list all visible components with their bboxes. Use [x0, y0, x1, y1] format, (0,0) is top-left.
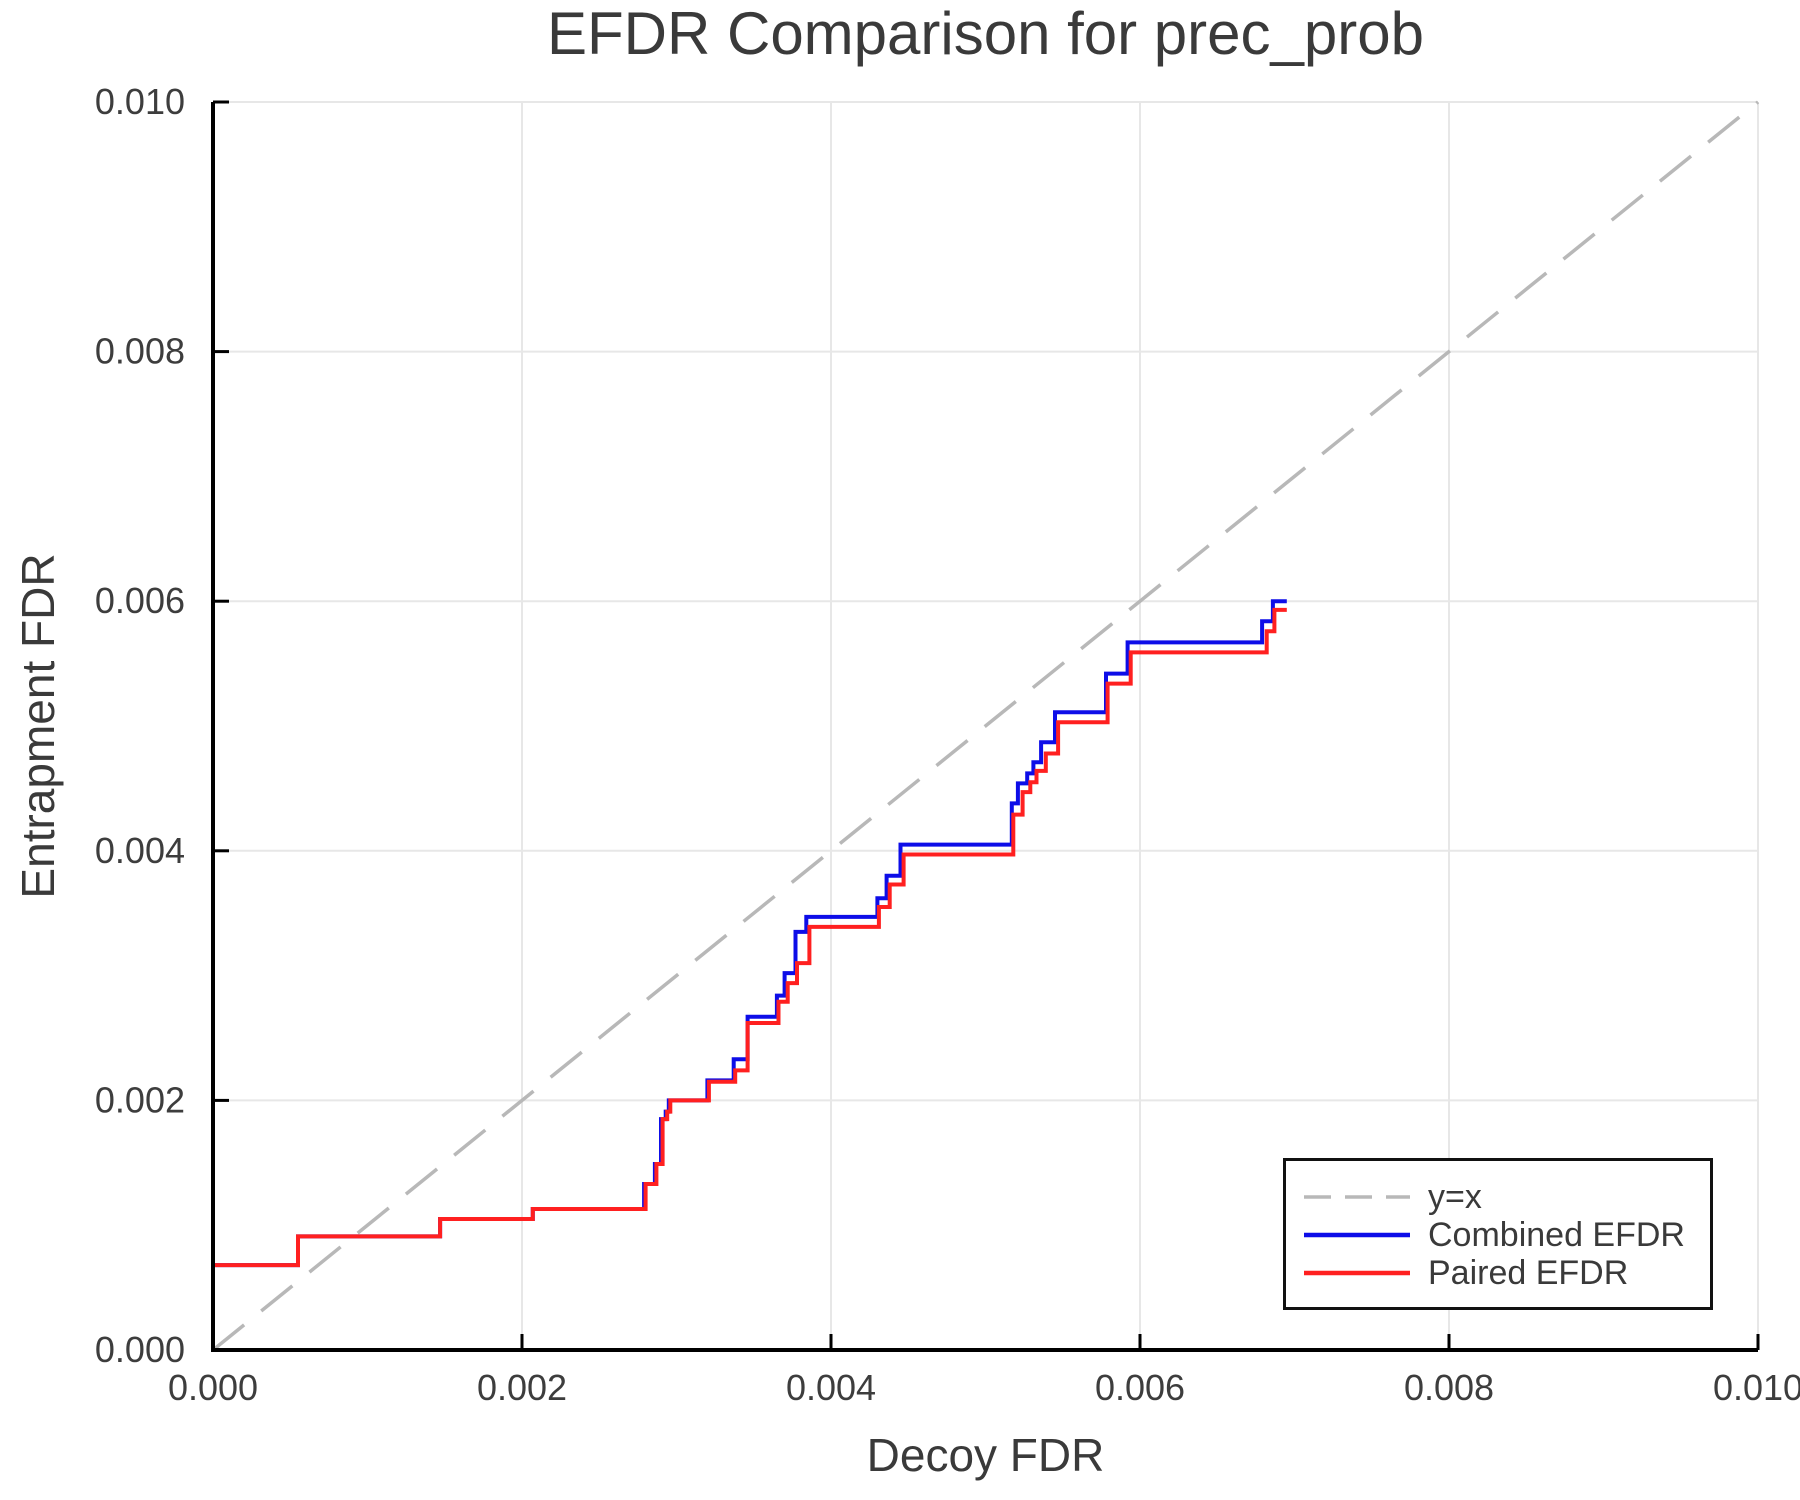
axes-spines-ticks — [211, 100, 1760, 1352]
series-curves — [211, 599, 1287, 1316]
y-tick-label: 0.006 — [95, 580, 185, 621]
tick-labels: 0.000 0.002 0.004 0.006 0.008 0.010 0.000 0.002… — [95, 81, 1800, 1408]
legend: y=x Combined EFDR Paired EFDR — [1283, 1158, 1713, 1310]
yx-dashed-line-sample — [1304, 1195, 1410, 1199]
x-tick-label: 0.004 — [786, 1367, 876, 1408]
legend-label-paired-efdr: Paired EFDR — [1428, 1253, 1629, 1292]
x-tick-label: 0.000 — [168, 1367, 258, 1408]
identity-reference-line — [211, 100, 1760, 1352]
paired-efdr-curve — [211, 607, 1287, 1316]
legend-label-yx: y=x — [1428, 1177, 1482, 1216]
combined-efdr-curve — [211, 599, 1287, 1316]
y-tick-label: 0.008 — [95, 331, 185, 372]
x-tick-label: 0.010 — [1713, 1367, 1800, 1408]
y-equals-x-line — [211, 100, 1760, 1352]
y-axis-label: Entrapment FDR — [12, 553, 64, 899]
x-tick-label: 0.002 — [477, 1367, 567, 1408]
legend-item-paired-efdr: Paired EFDR — [1302, 1254, 1710, 1292]
legend-item-yx: y=x — [1302, 1178, 1710, 1216]
x-axis-label: Decoy FDR — [866, 1429, 1105, 1481]
y-tick-label: 0.002 — [95, 1079, 185, 1120]
y-tick-label: 0.010 — [95, 81, 185, 122]
x-tick-label: 0.006 — [1095, 1367, 1185, 1408]
chart-title: EFDR Comparison for prec_prob — [546, 0, 1424, 67]
gridlines — [213, 101, 1759, 1350]
y-tick-label: 0.000 — [95, 1329, 185, 1370]
paired-efdr-line-sample — [1304, 1270, 1410, 1276]
legend-label-combined-efdr: Combined EFDR — [1428, 1215, 1685, 1254]
combined-efdr-line-sample — [1304, 1232, 1410, 1238]
y-tick-label: 0.004 — [95, 830, 185, 871]
x-tick-label: 0.008 — [1404, 1367, 1494, 1408]
legend-item-combined-efdr: Combined EFDR — [1302, 1216, 1710, 1254]
